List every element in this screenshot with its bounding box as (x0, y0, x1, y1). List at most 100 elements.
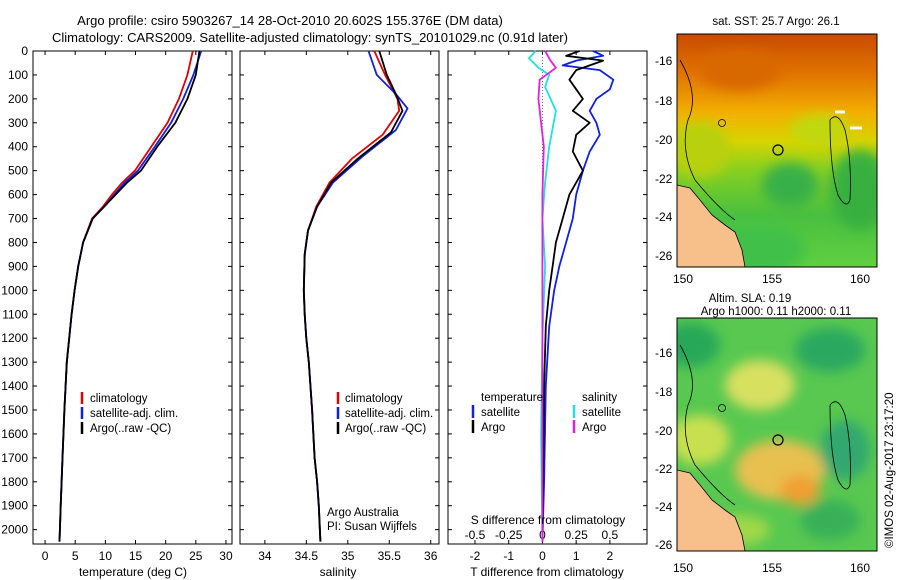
sst-x-tick: 155 (762, 272, 782, 286)
depth-tick-label: 200 (8, 92, 28, 106)
sst-map-axes: -16 -18 -20 -22 -24 -26 150 155 160 (655, 54, 870, 286)
sla-argo-position (772, 434, 784, 446)
s-diff-tick-label: 0.25 (564, 528, 588, 542)
s-difference-x-label: S difference from climatology (471, 513, 626, 527)
sst-x-tick: 150 (673, 272, 693, 286)
s-diff-tick-label: 0.5 (602, 528, 619, 542)
x-tick-label: 34 (258, 549, 272, 563)
depth-tick-label: 100 (8, 68, 28, 82)
legend-argo-label: Argo(..raw -QC) (345, 423, 426, 435)
depth-tick-label: 2000 (1, 523, 28, 537)
difference-profile-plot: -2 -1 0 1 2-0.5 -0.25 0 0.25 0.5 (465, 50, 619, 563)
sla-y-tick: -16 (655, 346, 673, 360)
sla-map-title-line-1: Altim. SLA: 0.19 (709, 293, 791, 305)
depth-axis: 0 100 200 300 400 500 600 700 800 900 1000 1100 1200… (1, 44, 647, 537)
depth-tick-label: 0 (21, 44, 28, 58)
sst-texture (677, 50, 877, 267)
x-tick-label: 5 (72, 549, 79, 563)
legend-s-satellite-label: satellite (582, 407, 621, 419)
x-tick-label: 35.5 (378, 549, 402, 563)
legend-satellite-label: satellite-adj. clim. (90, 408, 178, 420)
depth-tick-label: 1300 (1, 355, 28, 369)
depth-tick-label: 1700 (1, 451, 28, 465)
sst-map-title: sat. SST: 25.7 Argo: 26.1 (712, 16, 839, 28)
x-tick-label: -1 (503, 549, 514, 563)
sst-y-tick: -26 (655, 249, 673, 263)
legend-t-satellite-label: satellite (481, 407, 520, 419)
legend-argo-label: Argo(..raw -QC) (90, 423, 171, 435)
sla-x-tick: 150 (673, 561, 693, 575)
x-tick-label: 25 (189, 549, 203, 563)
legend-salinity-heading: salinity (582, 392, 617, 404)
pi-annotation: PI: Susan Wijffels (327, 521, 417, 533)
sst-y-tick: -22 (655, 172, 673, 186)
depth-tick-label: 900 (8, 259, 28, 273)
sla-island (718, 404, 726, 412)
sst-isobath (679, 59, 736, 221)
sst-island (718, 119, 726, 127)
difference-plot-frame (447, 50, 648, 545)
temperature-plot-frame (32, 50, 233, 545)
depth-tick-label: 800 (8, 235, 28, 249)
t-difference-x-label: T difference from climatology (470, 565, 624, 579)
s-diff-tick-label: -0.25 (495, 528, 523, 542)
salinity-profile-plot: 34 34.5 35 35.5 36 (258, 50, 438, 563)
depth-tick-label: 300 (8, 116, 28, 130)
sla-map-title-line-2: Argo h1000: 0.11 h2000: 0.11 (701, 306, 851, 318)
depth-tick-label: 500 (8, 164, 28, 178)
imos-credit: ©IMOS 02-Aug-2017 23:17:20 (884, 392, 896, 548)
depth-tick-label: 1800 (1, 475, 28, 489)
legend-s-argo-label: Argo (582, 422, 606, 434)
depth-tick-label: 1600 (1, 427, 28, 441)
x-tick-label: 30 (219, 549, 233, 563)
salinity-x-label: salinity (320, 565, 357, 579)
depth-tick-label: 1000 (1, 283, 28, 297)
sla-reef-contour (829, 401, 851, 490)
depth-tick-label: 1500 (1, 403, 28, 417)
salinity-legend: climatology satellite-adj. clim. Argo(..… (336, 392, 433, 435)
depth-tick-label: 400 (8, 140, 28, 154)
temperature-legend: climatology satellite-adj. clim. Argo(..… (80, 392, 178, 435)
argo-australia-annotation: Argo Australia (327, 507, 399, 519)
australia-coast-sla (677, 469, 746, 551)
x-tick-label: 35 (341, 549, 355, 563)
depth-tick-label: 1100 (2, 307, 28, 321)
legend-climatology-label: climatology (345, 393, 403, 405)
salinity-plot-frame (239, 50, 440, 545)
depth-tick-label: 1400 (1, 379, 28, 393)
depth-tick-label: 1200 (1, 331, 28, 345)
sla-x-tick: 155 (762, 561, 782, 575)
series-line-argo-raw-qc (302, 50, 404, 542)
series-line-salinity-argo (537, 50, 557, 542)
sst-argo-position (772, 144, 784, 156)
depth-tick-label: 700 (8, 212, 28, 226)
sla-map (677, 318, 877, 551)
legend-satellite-label: satellite-adj. clim. (345, 408, 433, 420)
sst-y-tick: -16 (655, 54, 673, 68)
sla-x-tick: 160 (850, 561, 870, 575)
series-line-argo-raw-qc (58, 50, 201, 542)
sst-y-tick: -24 (655, 210, 673, 224)
sla-map-axes: -16 -18 -20 -22 -24 -26 150 155 160 (655, 346, 870, 575)
temperature-profile-plot: 0 5 10 15 20 25 30 (42, 50, 233, 563)
depth-tick-label: 1900 (1, 499, 28, 513)
s-diff-tick-label: -0.5 (465, 528, 486, 542)
sla-y-tick: -22 (655, 462, 673, 476)
x-tick-label: 36 (424, 549, 438, 563)
x-tick-label: 34.5 (295, 549, 319, 563)
x-tick-label: 10 (99, 549, 113, 563)
figure-title-line-1: Argo profile: csiro 5903267_14 28-Oct-20… (77, 13, 503, 28)
sst-reef-contour (829, 116, 851, 205)
sst-y-tick: -18 (655, 94, 673, 108)
depth-tick-label: 600 (8, 188, 28, 202)
sla-y-tick: -24 (655, 500, 673, 514)
sla-map-frame (676, 317, 878, 552)
sla-y-tick: -26 (655, 538, 673, 552)
x-tick-label: -2 (470, 549, 481, 563)
x-tick-label: 0 (42, 549, 49, 563)
sla-y-tick: -18 (655, 385, 673, 399)
series-line-temperature-argo (541, 50, 605, 542)
x-tick-label: 20 (159, 549, 173, 563)
figure-title-line-2: Climatology: CARS2009. Satellite-adjuste… (52, 30, 568, 45)
